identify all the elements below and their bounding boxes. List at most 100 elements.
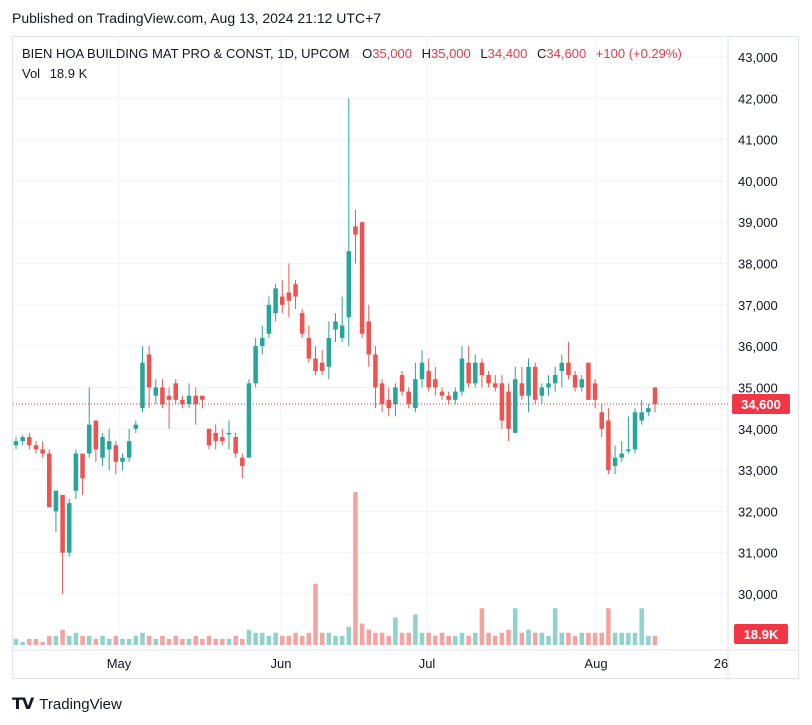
volume-bar	[639, 608, 644, 645]
candle-body	[299, 313, 305, 334]
candle-body	[426, 370, 431, 388]
candle-body	[206, 428, 212, 446]
volume-bar	[426, 632, 431, 645]
y-tick-label: 38,000	[738, 257, 778, 272]
volume-bar	[73, 632, 79, 645]
candle-body	[226, 432, 232, 435]
candle-body	[33, 445, 39, 450]
volume-bar	[499, 632, 505, 645]
close-label: C	[537, 46, 547, 61]
candle-body	[453, 391, 458, 400]
candle-body	[353, 226, 358, 235]
y-tick-label: 33,000	[738, 463, 778, 478]
candle-body	[446, 395, 451, 400]
volume-bar	[273, 632, 278, 645]
candle-body	[293, 284, 298, 297]
volume-bar	[439, 632, 445, 645]
candle-body	[286, 292, 292, 301]
last-price-badge	[732, 393, 790, 414]
volume-bar	[153, 638, 159, 645]
y-tick-label: 32,000	[738, 504, 778, 519]
chart-frame	[12, 36, 799, 679]
candle-body	[459, 358, 465, 392]
candle-body	[200, 395, 205, 400]
open-value: 35,000	[372, 46, 412, 61]
candle-body	[319, 362, 325, 371]
vol-label: Vol	[22, 66, 41, 81]
volume-bar	[353, 492, 358, 645]
candle-body	[506, 391, 511, 429]
candle-body	[592, 383, 598, 400]
volume-bar	[120, 638, 125, 645]
candle-body	[160, 387, 165, 404]
candle-body	[639, 412, 644, 421]
y-tick-label: 41,000	[738, 133, 778, 148]
volume-bar	[266, 635, 272, 645]
candle-body	[586, 362, 591, 400]
volume-bar	[220, 638, 225, 645]
volume-bar	[359, 623, 365, 645]
volume-bar	[652, 635, 658, 645]
candle-body	[473, 362, 478, 384]
candle-body	[379, 383, 385, 404]
x-tick-label: Aug	[584, 656, 607, 671]
candle-body	[213, 432, 218, 442]
volume-bar	[506, 629, 511, 645]
candle-body	[180, 399, 185, 404]
volume-bar	[60, 629, 65, 645]
volume-bar	[393, 617, 398, 645]
volume-bar	[200, 638, 205, 645]
candle-body	[80, 453, 85, 479]
candle-body	[346, 251, 352, 318]
volume-bar	[479, 608, 485, 645]
volume-bar	[20, 641, 25, 645]
candle-body	[539, 387, 545, 396]
candle-body	[20, 437, 25, 442]
volume-bar	[246, 629, 252, 645]
volume-bar	[100, 635, 105, 645]
y-tick-label: 43,000	[738, 50, 778, 65]
candle-body	[260, 337, 265, 347]
candle-body	[86, 424, 92, 454]
volume-bar	[619, 632, 624, 645]
candle-body	[106, 441, 112, 450]
vol-value: 18.9 K	[49, 66, 88, 81]
candle-body	[166, 395, 172, 400]
volume-bar	[399, 632, 405, 645]
candle-body	[559, 362, 565, 371]
volume-bar	[333, 635, 338, 645]
volume-bar	[519, 632, 525, 645]
volume-bar	[539, 632, 545, 645]
volume-bar	[279, 635, 285, 645]
volume-bar	[346, 626, 352, 645]
last-price-text: 34,600	[741, 397, 781, 412]
volume-bar	[486, 632, 491, 645]
volume-bar	[319, 632, 325, 645]
candle-body	[60, 494, 65, 553]
volume-bar	[612, 632, 618, 645]
candle-body	[566, 362, 571, 376]
published-line: Published on TradingView.com, Aug 13, 20…	[12, 10, 382, 26]
volume-bar	[253, 632, 258, 645]
footer-brand[interactable]: 𝗧𝗩 TradingView	[12, 694, 122, 714]
candle-body	[333, 321, 338, 330]
candle-body	[100, 437, 105, 458]
volume-bar	[546, 635, 551, 645]
volume-bar	[466, 635, 471, 645]
volume-bar	[146, 635, 152, 645]
candle-body	[619, 453, 624, 458]
candle-body	[433, 379, 438, 388]
candle-body	[253, 346, 258, 384]
volume-badge	[734, 624, 788, 644]
y-tick-label: 37,000	[738, 298, 778, 313]
candle-body	[326, 337, 332, 367]
volume-bar	[646, 635, 651, 645]
candle-body	[93, 420, 99, 450]
candle-body	[652, 387, 658, 404]
volume-bar	[566, 632, 571, 645]
volume-bar	[512, 608, 518, 645]
volume-bar	[433, 635, 438, 645]
x-tick-label: Jul	[419, 656, 436, 671]
candle-body	[186, 395, 192, 404]
